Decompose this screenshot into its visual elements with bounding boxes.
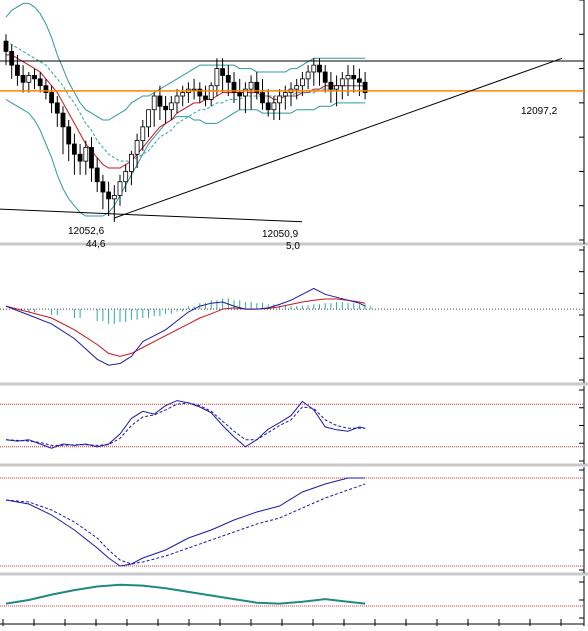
candle-body <box>248 81 254 90</box>
stochastic-panel-1 <box>0 386 588 467</box>
candle-body <box>191 88 197 91</box>
candle-body <box>83 147 89 162</box>
candle-body <box>254 81 260 93</box>
trend-line-up <box>114 57 563 219</box>
price-panel: 12097,2 12052,6 44,6 12050,9 5,0 <box>0 0 588 252</box>
candle-body <box>89 147 94 169</box>
candle-body <box>140 126 146 141</box>
candle-body <box>111 195 117 200</box>
candle-body <box>72 143 77 155</box>
oscillator-panel <box>0 576 585 626</box>
candle-body <box>282 92 288 97</box>
stochastic-2-line <box>5 477 366 567</box>
macd-panel <box>0 246 588 386</box>
trend-line-low <box>0 208 303 223</box>
candle-body <box>49 92 54 104</box>
candle-body <box>106 191 111 200</box>
candle-body <box>237 92 243 97</box>
candle-body <box>322 71 328 83</box>
candle-body <box>311 64 317 73</box>
candle-body <box>117 181 123 196</box>
candle-body <box>3 40 9 52</box>
macd-signal-line <box>5 298 366 357</box>
macd-line <box>5 287 366 366</box>
candle-body <box>146 109 151 128</box>
candle-body <box>134 140 140 155</box>
candle-body <box>242 88 248 97</box>
candle-body <box>220 68 226 76</box>
candle-body <box>305 71 311 80</box>
candle-body <box>225 75 231 83</box>
candle-body <box>60 112 66 128</box>
candle-body <box>100 181 106 193</box>
moving-average-fast <box>6 54 366 169</box>
candle-body <box>14 64 20 76</box>
candle-body <box>334 85 340 90</box>
candle-body <box>362 81 368 93</box>
candle-body <box>43 85 49 93</box>
candle-body <box>260 92 265 104</box>
candle-body <box>157 95 163 107</box>
candle-body <box>174 95 180 104</box>
candle-body <box>271 102 277 111</box>
candle-body <box>265 102 271 111</box>
candle-body <box>168 102 174 111</box>
candle-body <box>345 75 351 80</box>
oscillator-line <box>5 583 366 605</box>
stochastic-2-signal <box>5 483 366 565</box>
stochastic-panel-2 <box>0 467 588 576</box>
candle-body <box>37 78 43 87</box>
candle-body <box>208 85 214 100</box>
candle-body <box>163 105 169 111</box>
candle-body <box>231 81 237 93</box>
candle-body <box>151 95 157 111</box>
low-2-label: 12050,9 <box>262 229 299 240</box>
candle-body <box>26 75 32 83</box>
candle-body <box>54 102 60 114</box>
low-1-sub-label: 44,6 <box>86 239 106 250</box>
candle-body <box>203 95 208 100</box>
candle-body <box>20 75 26 83</box>
bollinger-upper <box>5 2 366 121</box>
candle-body <box>299 78 305 87</box>
candle-body <box>66 126 72 145</box>
candle-body <box>9 51 15 66</box>
resistance-label: 12097,2 <box>521 106 558 117</box>
candle-body <box>351 75 357 80</box>
candle-body <box>356 78 362 83</box>
candle-body <box>123 171 129 183</box>
candle-body <box>277 95 283 104</box>
candle-body <box>328 81 334 90</box>
candle-body <box>197 88 203 97</box>
low-2-sub-label: 5,0 <box>286 241 300 252</box>
candle-body <box>180 92 186 97</box>
candle-body <box>128 153 134 172</box>
moving-average-slow <box>5 40 366 162</box>
low-1-label: 12052,6 <box>68 226 105 237</box>
stochastic-1-signal <box>5 402 366 446</box>
candle-body <box>294 85 300 90</box>
stochastic-1-line <box>5 400 366 449</box>
candle-body <box>77 153 83 162</box>
candle-body <box>317 64 322 73</box>
candle-body <box>32 75 37 80</box>
bollinger-lower <box>5 98 366 217</box>
candle-body <box>214 68 220 87</box>
time-axis[interactable] <box>0 619 584 626</box>
candle-body <box>94 167 100 183</box>
candle-body <box>339 78 345 87</box>
